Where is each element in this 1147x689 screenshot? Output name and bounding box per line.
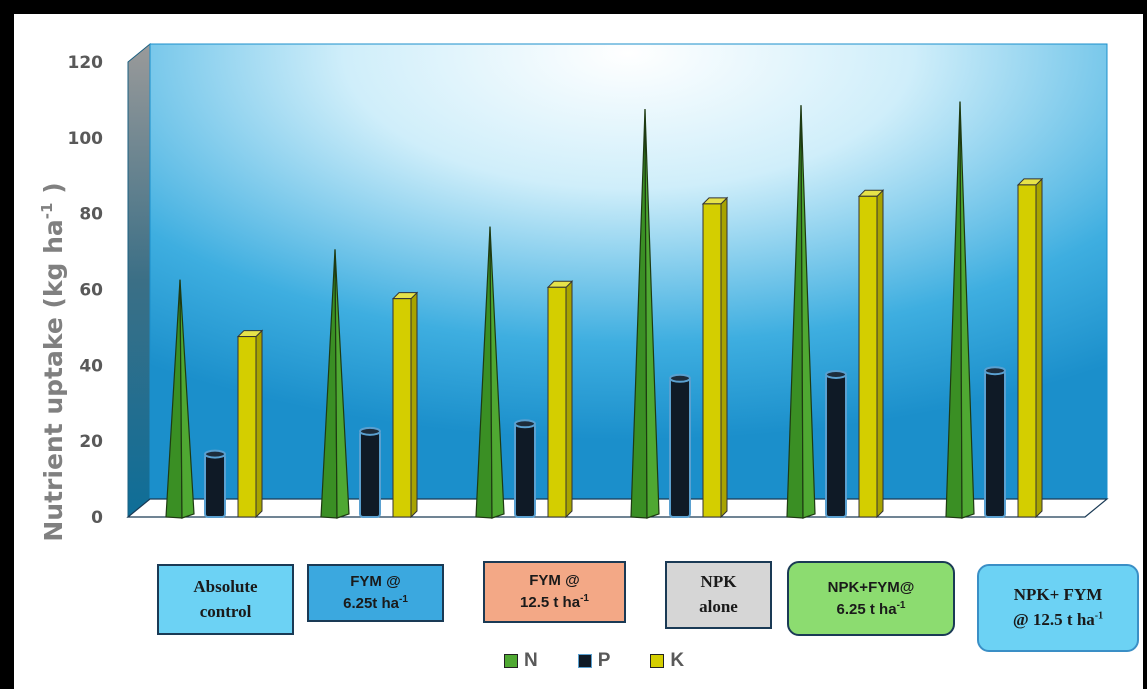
bar-p-1 [359, 430, 381, 518]
bar-k-side-4 [876, 189, 884, 519]
y-tick-label: 120 [68, 53, 104, 73]
bar-k-side-5 [1035, 177, 1043, 519]
bar-p-top-5 [984, 366, 1006, 376]
bar-p-top-4 [825, 370, 847, 379]
y-tick-label: 80 [79, 205, 103, 225]
y-tick-label: 40 [79, 356, 103, 376]
legend-item-n: N [504, 650, 538, 672]
category-label-line1: NPK+FYM@ [827, 578, 915, 596]
legend-label-p: P [597, 650, 611, 671]
bar-k-3 [702, 203, 722, 518]
bar-n-side-0 [179, 279, 195, 519]
bar-p-top-1 [359, 426, 381, 436]
bar-k-0 [237, 336, 257, 518]
bar-p-top-3 [669, 373, 691, 383]
category-label-3: NPK alone [665, 561, 772, 629]
category-label-1: FYM @ 6.25t ha-1 [307, 564, 444, 622]
category-label-5: NPK+ FYM @ 12.5 t ha-1 [977, 564, 1139, 652]
bar-p-2 [514, 422, 536, 518]
legend-swatch-p [577, 654, 592, 668]
bar-k-side-0 [255, 329, 263, 519]
y-tick-label: 20 [79, 432, 103, 452]
bar-k-side-2 [565, 280, 573, 519]
bar-k-side-1 [410, 291, 418, 519]
bar-n-side-2 [489, 226, 505, 519]
category-label-line2: 6.25t ha-1 [343, 594, 408, 612]
category-label-line1: NPK+ FYM [1013, 585, 1103, 605]
bar-p-0 [204, 453, 226, 518]
category-label-0: Absolute control [157, 564, 294, 635]
legend-item-k: K [650, 650, 684, 672]
bar-k-2 [547, 286, 567, 518]
bar-p-5 [984, 369, 1006, 519]
category-label-sup: -1 [580, 593, 589, 604]
category-label-line1: FYM @ [529, 572, 580, 590]
bar-n-side-1 [334, 249, 350, 519]
category-label-line2: 12.5 t ha-1 [520, 593, 589, 611]
bar-k-1 [392, 298, 412, 518]
plot-area [126, 42, 1109, 519]
category-label-4: NPK+FYM@ 6.25 t ha-1 [787, 561, 955, 636]
bar-k-side-3 [720, 196, 728, 519]
category-label-line2: @ 12.5 t ha-1 [1012, 610, 1104, 629]
side-wall [127, 42, 151, 519]
bar-k-5 [1017, 184, 1037, 518]
y-tick-label: 60 [79, 281, 103, 301]
category-label-line2: 6.25 t ha-1 [836, 599, 906, 618]
y-tick-label: 0 [91, 508, 103, 528]
bar-p-4 [825, 373, 847, 518]
bar-p-3 [669, 377, 691, 518]
category-label-sup: -1 [398, 594, 408, 605]
category-label-line1: NPK [700, 572, 737, 592]
y-axis-label: Nutrient uptake (kg ha-1 ) [38, 182, 68, 541]
legend-item-p: P [577, 650, 611, 672]
category-label-sup: -1 [1094, 610, 1104, 622]
category-label-sup: -1 [896, 599, 906, 611]
y-axis: 0 20 40 60 80 100 120 [68, 53, 104, 528]
legend-swatch-k [650, 654, 665, 668]
y-tick-label: 100 [68, 129, 104, 149]
bar-p-top-2 [514, 419, 536, 429]
legend-swatch-n [504, 654, 518, 668]
bar-k-4 [858, 195, 878, 518]
category-label-2: FYM @ 12.5 t ha-1 [483, 561, 626, 623]
bar-n-side-5 [959, 101, 975, 519]
bar-n-side-3 [644, 109, 660, 519]
category-label-line1: FYM @ [350, 573, 401, 591]
legend-label-n: N [524, 650, 538, 671]
category-label-line2: alone [699, 597, 738, 616]
bar-p-top-0 [204, 449, 226, 459]
category-label-line2: control [199, 601, 252, 621]
legend-label-k: K [670, 650, 685, 671]
category-label-line1: Absolute [193, 576, 258, 596]
back-wall [149, 43, 1108, 500]
bars [165, 101, 1044, 519]
bar-n-side-4 [800, 105, 816, 519]
legend: N P K [504, 650, 684, 672]
